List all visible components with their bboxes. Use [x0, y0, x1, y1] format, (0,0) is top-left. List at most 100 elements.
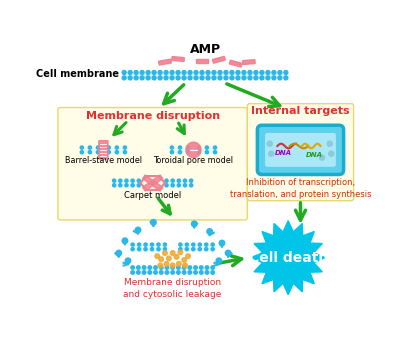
Circle shape [176, 183, 181, 187]
FancyBboxPatch shape [265, 133, 336, 167]
Circle shape [155, 254, 160, 258]
Circle shape [169, 75, 175, 81]
Circle shape [205, 150, 209, 155]
Circle shape [247, 75, 253, 81]
Circle shape [210, 242, 215, 247]
Circle shape [80, 150, 84, 155]
Circle shape [106, 150, 111, 155]
Circle shape [142, 270, 146, 275]
Circle shape [223, 75, 229, 81]
Circle shape [170, 183, 175, 187]
Circle shape [253, 75, 259, 81]
Circle shape [112, 183, 116, 187]
Circle shape [130, 247, 135, 252]
Circle shape [178, 250, 183, 255]
Circle shape [166, 256, 171, 261]
Circle shape [130, 242, 135, 247]
Circle shape [130, 265, 135, 270]
Circle shape [175, 70, 181, 75]
Circle shape [150, 219, 157, 226]
Circle shape [114, 145, 119, 150]
Circle shape [189, 178, 194, 183]
Circle shape [241, 75, 247, 81]
Circle shape [142, 265, 146, 270]
Circle shape [175, 75, 181, 81]
Circle shape [134, 75, 139, 81]
Text: Membrane disruption: Membrane disruption [86, 111, 220, 121]
FancyBboxPatch shape [257, 125, 344, 175]
Circle shape [217, 75, 223, 81]
Circle shape [204, 247, 208, 252]
Circle shape [146, 70, 151, 75]
FancyBboxPatch shape [99, 141, 108, 159]
Bar [172, 148, 188, 152]
Circle shape [181, 75, 187, 81]
Circle shape [163, 70, 169, 75]
Circle shape [115, 250, 122, 257]
Circle shape [182, 265, 186, 270]
Circle shape [253, 70, 259, 75]
Circle shape [176, 262, 181, 266]
Circle shape [193, 265, 198, 270]
Circle shape [178, 247, 183, 252]
Circle shape [118, 183, 123, 187]
Circle shape [163, 75, 169, 81]
Circle shape [265, 70, 270, 75]
Circle shape [176, 265, 181, 270]
Circle shape [106, 145, 111, 150]
Circle shape [130, 178, 135, 183]
Circle shape [170, 270, 175, 275]
Circle shape [123, 150, 127, 155]
Circle shape [204, 270, 210, 275]
Circle shape [199, 265, 204, 270]
Circle shape [178, 145, 182, 150]
Circle shape [163, 251, 167, 255]
Circle shape [124, 178, 129, 183]
Circle shape [241, 70, 247, 75]
Circle shape [277, 70, 282, 75]
Circle shape [271, 75, 276, 81]
Circle shape [170, 178, 175, 183]
Circle shape [169, 70, 175, 75]
Circle shape [259, 75, 264, 81]
Circle shape [229, 70, 235, 75]
Circle shape [96, 145, 100, 150]
Circle shape [182, 270, 186, 275]
Circle shape [124, 183, 129, 187]
Circle shape [96, 150, 100, 155]
Circle shape [215, 257, 222, 264]
Circle shape [204, 265, 210, 270]
Circle shape [176, 178, 181, 183]
Circle shape [205, 70, 211, 75]
Circle shape [153, 270, 158, 275]
FancyArrow shape [142, 175, 163, 191]
Circle shape [186, 150, 190, 155]
Bar [133, 268, 213, 272]
Text: DNA: DNA [275, 150, 292, 156]
Text: AMP: AMP [190, 43, 220, 56]
Circle shape [235, 75, 241, 81]
Text: Membrane disruption
and cytosolic leakage: Membrane disruption and cytosolic leakag… [124, 278, 222, 299]
Text: Internal targets: Internal targets [251, 106, 350, 116]
Circle shape [164, 270, 170, 275]
Circle shape [186, 254, 190, 258]
Circle shape [170, 251, 175, 255]
Text: Inhibition of transcription,
translation, and protein synthesis: Inhibition of transcription, translation… [230, 178, 371, 199]
Bar [114, 181, 139, 185]
Circle shape [156, 242, 161, 247]
Circle shape [187, 265, 192, 270]
Circle shape [199, 270, 204, 275]
Circle shape [159, 257, 164, 262]
Circle shape [147, 270, 152, 275]
Circle shape [186, 145, 190, 150]
Circle shape [191, 247, 196, 252]
Bar [199, 148, 215, 152]
Bar [180, 245, 213, 249]
Circle shape [187, 70, 193, 75]
Circle shape [136, 178, 141, 183]
Circle shape [189, 183, 194, 187]
Circle shape [183, 263, 187, 268]
Circle shape [259, 70, 264, 75]
Circle shape [157, 75, 163, 81]
Text: DNA: DNA [306, 152, 323, 158]
